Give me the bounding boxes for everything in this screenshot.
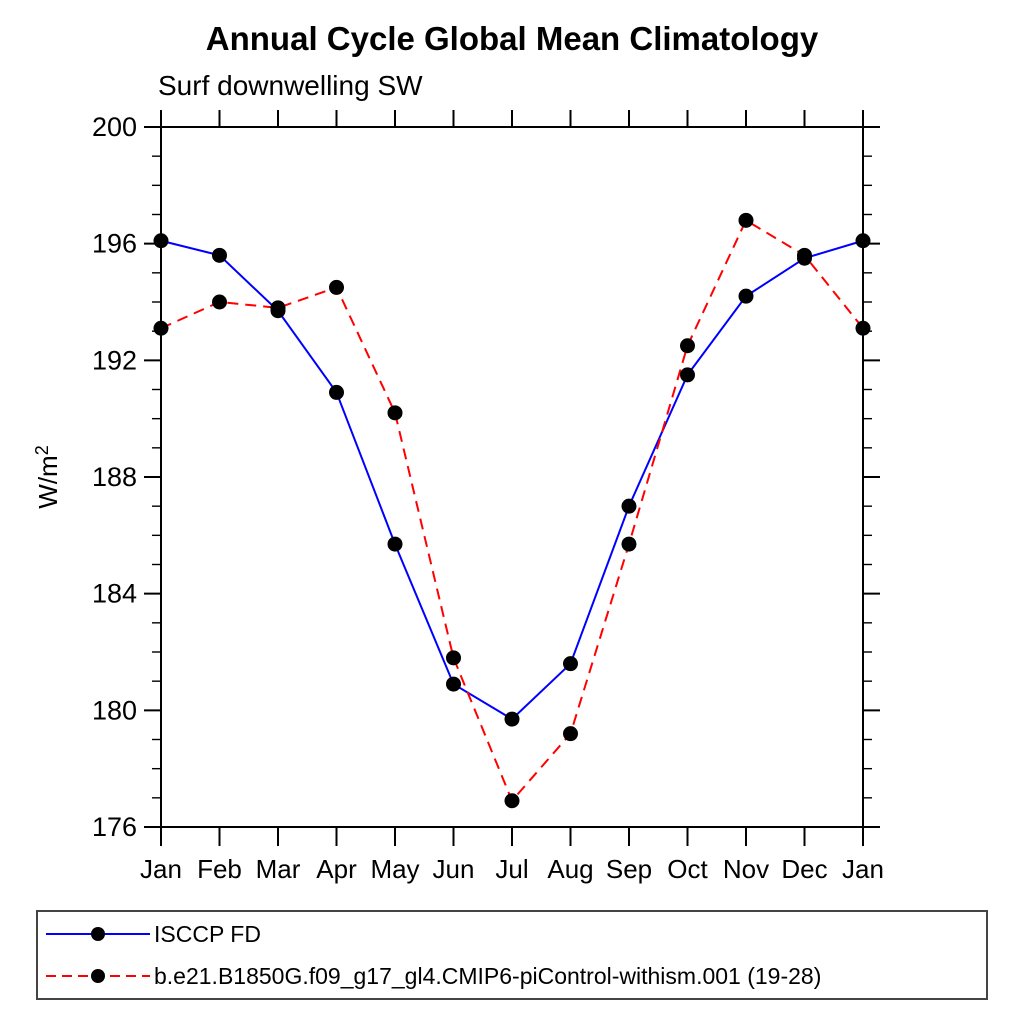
- legend-sample-solid: [46, 927, 150, 941]
- data-point-marker: [153, 233, 169, 249]
- x-tick-label: Jan: [842, 854, 884, 884]
- data-point-marker: [621, 498, 637, 514]
- data-point-marker: [797, 247, 812, 263]
- data-point-marker: [738, 212, 754, 228]
- data-point-marker: [738, 288, 754, 304]
- data-point-marker: [329, 384, 344, 400]
- x-tick-label: Feb: [197, 854, 242, 884]
- data-point-marker: [387, 405, 403, 421]
- data-point-marker: [212, 247, 227, 263]
- data-point-marker: [387, 536, 403, 552]
- data-point-marker: [855, 320, 871, 336]
- chart-title: Annual Cycle Global Mean Climatology: [205, 20, 819, 57]
- legend-sample-marker-icon: [91, 969, 105, 983]
- legend: ISCCP FD b.e21.B1850G.f09_g17_gl4.CMIP6-…: [36, 910, 988, 1000]
- y-tick-label: 180: [92, 695, 137, 725]
- x-tick-label: May: [370, 854, 419, 884]
- x-tick-label: Oct: [667, 854, 708, 884]
- x-tick-label: Apr: [316, 854, 357, 884]
- x-tick-label: Mar: [256, 854, 301, 884]
- chart-subtitle: Surf downwelling SW: [158, 70, 423, 101]
- y-tick-label: 192: [92, 345, 137, 375]
- y-tick-label: 196: [92, 229, 137, 259]
- legend-sample-marker-icon: [91, 927, 105, 941]
- data-point-marker: [680, 367, 695, 383]
- data-point-marker: [504, 793, 520, 809]
- legend-item-model-run: b.e21.B1850G.f09_g17_gl4.CMIP6-piControl…: [44, 958, 986, 994]
- data-point-marker: [563, 726, 578, 742]
- legend-item-isccp-fd: ISCCP FD: [44, 916, 986, 952]
- data-point-marker: [563, 656, 578, 672]
- series-line-0: [160, 239, 864, 721]
- y-axis-title: W/m2: [32, 445, 63, 508]
- legend-label-model-run: b.e21.B1850G.f09_g17_gl4.CMIP6-piControl…: [154, 962, 822, 989]
- x-tick-label: Aug: [547, 854, 593, 884]
- x-tick-label: Jul: [495, 854, 528, 884]
- x-tick-label: Sep: [606, 854, 652, 884]
- y-tick-label: 188: [92, 462, 137, 492]
- y-tick-label: 184: [92, 579, 137, 609]
- data-point-marker: [153, 320, 169, 336]
- data-point-marker: [855, 233, 871, 249]
- data-point-marker: [680, 338, 695, 354]
- legend-sample-dashed: [46, 969, 150, 983]
- legend-label-isccp-fd: ISCCP FD: [154, 920, 261, 947]
- y-tick-label: 176: [92, 812, 137, 842]
- x-tick-label: Jan: [140, 854, 182, 884]
- data-point-marker: [446, 650, 461, 666]
- x-tick-label: Nov: [723, 854, 769, 884]
- data-point-marker: [212, 294, 227, 310]
- data-point-marker: [270, 300, 286, 316]
- x-tick-label: Dec: [781, 854, 827, 884]
- y-tick-label: 200: [92, 112, 137, 142]
- data-point-marker: [504, 711, 520, 727]
- data-point-marker: [621, 536, 637, 552]
- data-point-marker: [446, 676, 461, 692]
- data-point-marker: [329, 279, 344, 295]
- x-tick-label: Jun: [433, 854, 475, 884]
